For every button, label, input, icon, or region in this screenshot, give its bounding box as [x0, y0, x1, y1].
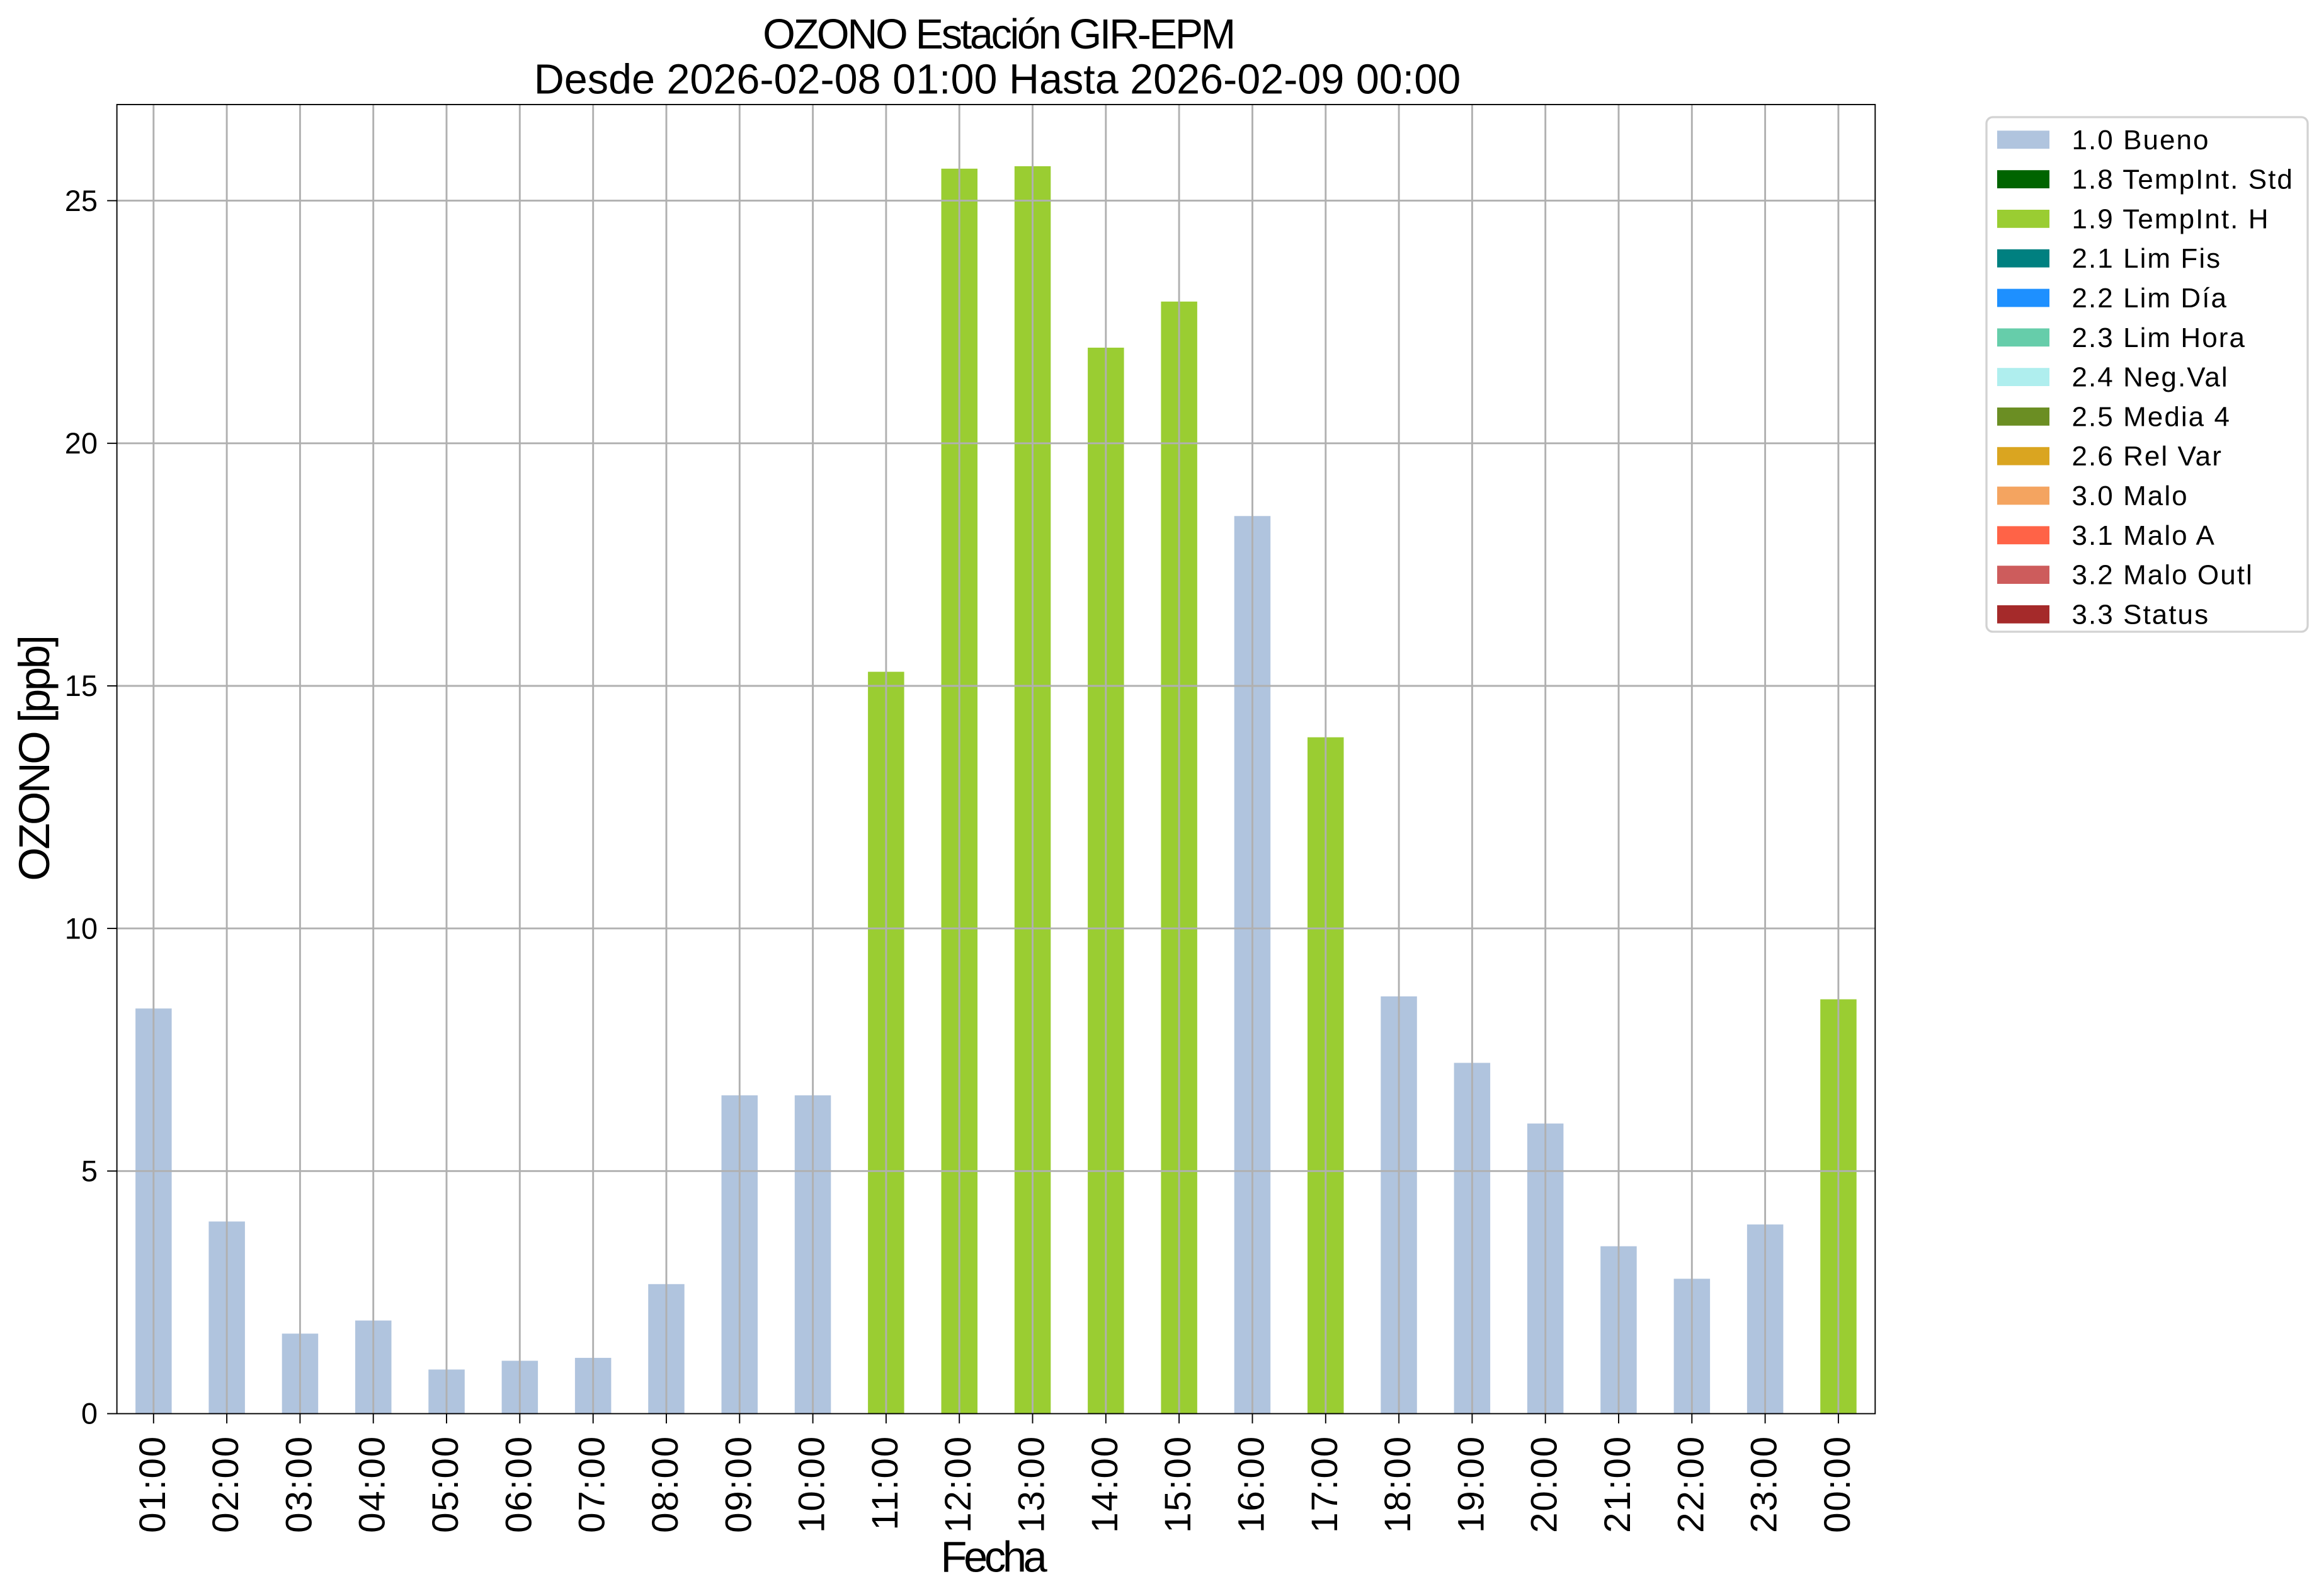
svg-text:3.2 Malo Outl: 3.2 Malo Outl — [2072, 560, 2253, 591]
svg-text:15: 15 — [65, 669, 98, 702]
svg-text:3.3 Status: 3.3 Status — [2072, 599, 2210, 630]
svg-text:OZONO Estación GIR-EPM: OZONO Estación GIR-EPM — [763, 11, 1234, 58]
svg-text:1.9 TempInt. H: 1.9 TempInt. H — [2072, 203, 2270, 234]
svg-text:2.2 Lim Día: 2.2 Lim Día — [2072, 283, 2228, 314]
svg-text:OZONO [ppb]: OZONO [ppb] — [10, 637, 59, 881]
svg-text:09:00: 09:00 — [718, 1435, 759, 1533]
svg-text:10:00: 10:00 — [792, 1435, 833, 1533]
svg-text:22:00: 22:00 — [1670, 1435, 1711, 1533]
svg-text:2.3 Lim Hora: 2.3 Lim Hora — [2072, 322, 2246, 353]
svg-text:11:00: 11:00 — [865, 1435, 906, 1530]
svg-text:06:00: 06:00 — [498, 1435, 539, 1533]
svg-text:00:00: 00:00 — [1817, 1435, 1858, 1533]
svg-text:14:00: 14:00 — [1085, 1435, 1125, 1533]
svg-text:0: 0 — [81, 1397, 98, 1430]
svg-text:1.8 TempInt. Std: 1.8 TempInt. Std — [2072, 164, 2294, 195]
svg-text:3.0 Malo: 3.0 Malo — [2072, 481, 2189, 511]
svg-text:01:00: 01:00 — [132, 1435, 173, 1533]
svg-text:2.4 Neg.Val: 2.4 Neg.Val — [2072, 362, 2229, 393]
svg-text:16:00: 16:00 — [1231, 1435, 1272, 1533]
svg-text:19:00: 19:00 — [1450, 1435, 1491, 1533]
svg-text:25: 25 — [65, 184, 98, 217]
svg-text:10: 10 — [65, 911, 98, 945]
svg-text:15:00: 15:00 — [1158, 1435, 1199, 1533]
svg-text:13:00: 13:00 — [1011, 1435, 1052, 1533]
svg-text:2.5 Media 4: 2.5 Media 4 — [2072, 401, 2231, 432]
svg-text:05:00: 05:00 — [425, 1435, 466, 1533]
svg-text:21:00: 21:00 — [1597, 1435, 1638, 1533]
svg-text:1.0 Bueno: 1.0 Bueno — [2072, 125, 2210, 156]
svg-text:07:00: 07:00 — [572, 1435, 613, 1533]
svg-text:20:00: 20:00 — [1524, 1435, 1565, 1533]
svg-text:08:00: 08:00 — [645, 1435, 686, 1533]
svg-text:2.6 Rel Var: 2.6 Rel Var — [2072, 441, 2223, 472]
svg-text:23:00: 23:00 — [1744, 1435, 1785, 1533]
svg-text:03:00: 03:00 — [278, 1435, 319, 1533]
svg-text:02:00: 02:00 — [205, 1435, 246, 1533]
svg-text:Desde 2026-02-08 01:00 Hasta 2: Desde 2026-02-08 01:00 Hasta 2026-02-09 … — [534, 57, 1461, 103]
svg-text:Fecha: Fecha — [941, 1532, 1048, 1581]
svg-text:12:00: 12:00 — [938, 1435, 979, 1533]
svg-text:18:00: 18:00 — [1377, 1435, 1418, 1533]
svg-text:20: 20 — [65, 426, 98, 460]
svg-text:3.1 Malo A: 3.1 Malo A — [2072, 520, 2216, 551]
svg-text:17:00: 17:00 — [1304, 1435, 1345, 1533]
svg-text:5: 5 — [81, 1154, 98, 1188]
svg-text:04:00: 04:00 — [352, 1435, 393, 1533]
svg-text:2.1 Lim Fis: 2.1 Lim Fis — [2072, 243, 2222, 274]
